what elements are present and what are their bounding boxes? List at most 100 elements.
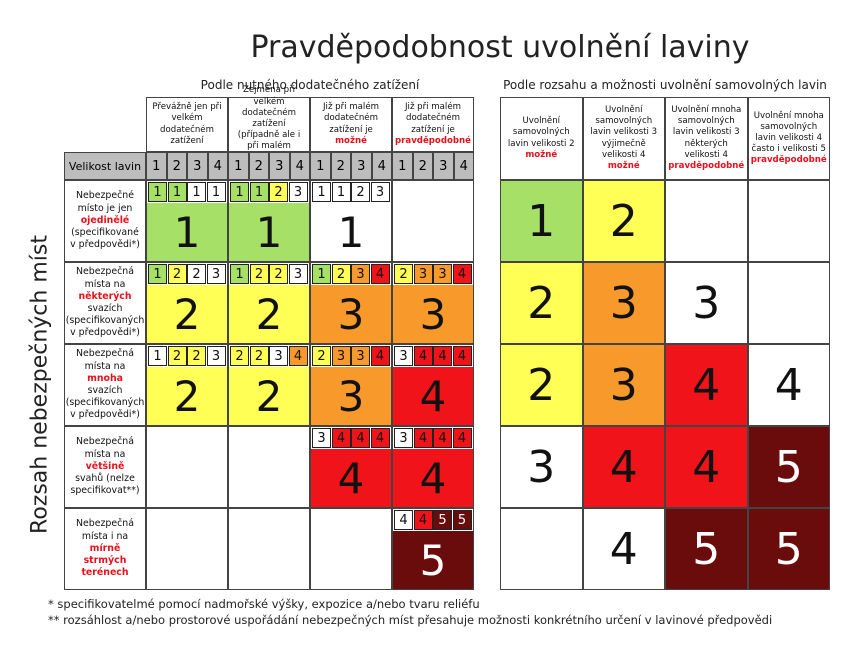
small-level: 4 [331,428,351,448]
small-level: 1 [148,182,167,202]
level-cell: 2 [582,180,665,262]
row-label-emphasis: mnoha [87,372,123,384]
header-text-main: Zejména při velkém dodatečném zatížení (… [237,85,301,162]
group-cell [228,508,310,590]
small-level: 2 [269,182,288,202]
header-text-main: Uvolnění samovolných lavin velikosti 3 v… [590,104,658,160]
big-level: 3 [311,367,391,425]
small-level: 2 [249,346,269,366]
row-label-emphasis: mírně strmých terénech [81,542,129,579]
group-cell [146,426,228,508]
level-cell: 2 [500,262,583,344]
left-column-header: Zejména při velkém dodatečném zatížení (… [228,85,310,162]
size-number: 2 [248,152,269,180]
row-label-before: Nebezpečná místa i na [76,518,134,542]
row-label: Nebezpečná místa i na mírně strmých terén… [64,508,146,590]
header-text-main: Již při malém dodatečném zatížení je [405,102,461,135]
big-level: 3 [393,285,473,343]
small-level: 4 [433,428,452,448]
row-label-text: Nebezpečná místa na některých svazích (spe… [66,266,145,339]
header-text: Uvolnění mnoha samovolných lavin velikos… [668,105,745,172]
left-header: Podle nutného dodatečného zatížení [200,78,420,92]
level-cell: 3 [665,262,748,344]
small-level: 1 [230,182,249,202]
small-level: 2 [167,264,187,284]
level-cell [665,180,748,262]
small-level: 3 [351,346,370,366]
size-number: 1 [146,152,167,180]
small-level: 3 [394,346,413,366]
small-level: 1 [230,264,249,284]
small-level: 1 [148,346,167,366]
level-cell: 1 [500,180,583,262]
big-level: 2 [229,367,309,425]
row-label-after: svahů (nelze specifikovat**) [70,473,140,497]
size-number: 2 [330,152,351,180]
header-text-main: Uvolnění samovolných lavin velikosti 2 [507,116,575,149]
size-number: 4 [207,152,228,180]
row-label-text: Nebezpečná místa i na mírně strmých terén… [67,518,143,579]
size-number: 4 [453,152,474,180]
row-label-after: svazích (specifikovaných v předpovědi*) [65,303,145,339]
small-level: 3 [413,264,433,284]
level-cell: 2 [500,344,583,426]
row-label: Nebezpečná místa na většině svahů (nelze s… [64,426,146,508]
size-number: 2 [412,152,433,180]
row-label-text: Nebezpečná místa na většině svahů (nelze s… [67,436,143,497]
small-level: 3 [269,346,288,366]
small-level: 4 [413,428,433,448]
size-number: 4 [371,152,392,180]
big-level: 4 [393,449,473,507]
size-number: 1 [392,152,413,180]
size-number: 3 [269,152,290,180]
header-emphasis: pravděpodobné [668,160,745,171]
size-number: 1 [310,152,331,180]
small-level: 2 [249,264,269,284]
row-label-after: (specifikované v předpovědi*) [70,227,140,251]
small-level: 2 [187,346,206,366]
small-level: 4 [413,346,433,366]
size-number: 2 [166,152,187,180]
size-number: 3 [351,152,372,180]
small-level: 4 [452,346,472,366]
big-level: 4 [393,367,473,425]
small-level: 2 [394,264,413,284]
small-level: 4 [370,264,390,284]
small-level: 3 [206,346,226,366]
small-level: 4 [351,428,370,448]
small-level: 1 [312,182,331,202]
small-level: 4 [452,428,472,448]
header-emphasis: možné [335,135,367,146]
small-level: 4 [394,510,413,530]
header-emphasis: pravděpodobné [395,135,471,146]
header-text: Uvolnění mnoha samovolných lavin velikos… [751,111,828,167]
level-cell [747,180,830,262]
row-label-text: Nebezpečné místo je jen ojedinělé (specifi… [67,190,143,251]
level-cell: 4 [665,426,748,508]
small-level: 4 [370,346,390,366]
header-emphasis: pravděpodobné [750,155,827,166]
big-level: 5 [393,531,473,589]
right-header: Podle rozsahu a možnosti uvolnění samovo… [503,78,827,92]
group-cell [228,426,310,508]
small-level: 1 [187,182,206,202]
row-label-before: Nebezpečná místa na [76,436,134,460]
left-column-header: Již při malém dodatečném zatížení je mož… [310,97,392,152]
small-level: 1 [148,264,167,284]
level-cell: 5 [747,508,830,590]
level-cell: 3 [582,344,665,426]
footnote: ** rozsáhlost a/nebo prostorové uspořádá… [48,613,773,627]
small-level: 2 [167,346,187,366]
y-axis-label: Rozsah nebezpečných míst [27,235,53,534]
level-cell: 5 [747,426,830,508]
level-cell: 3 [500,426,583,508]
right-column-header: Uvolnění mnoha samovolných lavin velikos… [747,97,830,180]
small-level: 2 [331,264,351,284]
size-label: Velikost lavin [64,152,146,180]
group-cell [392,180,474,262]
big-level: 1 [229,203,309,261]
small-level: 4 [452,264,472,284]
left-column-header: Převážně jen při velkém dodatečném zatíž… [146,97,228,152]
level-cell [747,262,830,344]
